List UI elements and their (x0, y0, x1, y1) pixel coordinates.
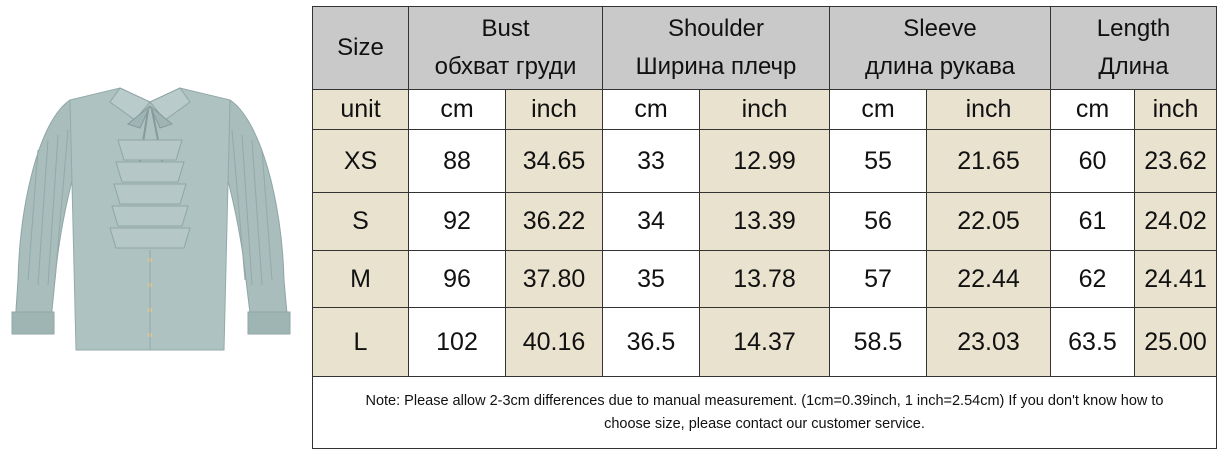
bust-en: Bust (481, 15, 530, 42)
value-cell: 55 (829, 129, 927, 193)
header-row: Size Bust обхват груди Shoulder Ширина п… (312, 6, 1217, 90)
value-cell: 12.99 (699, 129, 830, 193)
value-cell: 56 (829, 192, 927, 251)
value-cell: 21.65 (926, 129, 1051, 193)
unit-row: unit cm inch cm inch cm inch cm inch (312, 89, 1217, 130)
value-cell: 13.78 (699, 250, 830, 308)
length-en: Length (1096, 15, 1171, 42)
value-cell: 35 (602, 250, 700, 308)
table-row: L 102 40.16 36.5 14.37 58.5 23.03 63.5 2… (312, 307, 1217, 377)
value-cell: 63.5 (1050, 307, 1135, 377)
value-cell: 13.39 (699, 192, 830, 251)
table-row: S 92 36.22 34 13.39 56 22.05 61 24.02 (312, 192, 1217, 251)
unit-inch: inch (1134, 89, 1217, 130)
value-cell: 24.41 (1134, 250, 1217, 308)
unit-label: unit (312, 89, 409, 130)
value-cell: 25.00 (1134, 307, 1217, 377)
value-cell: 88 (408, 129, 506, 193)
unit-cm: cm (602, 89, 700, 130)
shoulder-en: Shoulder (667, 15, 765, 42)
sleeve-en: Sleeve (903, 15, 977, 42)
value-cell: 36.5 (602, 307, 700, 377)
value-cell: 57 (829, 250, 927, 308)
size-note: Note: Please allow 2-3cm differences due… (312, 376, 1217, 449)
blouse-icon (11, 87, 291, 351)
value-cell: 23.03 (926, 307, 1051, 377)
value-cell: 34.65 (505, 129, 603, 193)
value-cell: 58.5 (829, 307, 927, 377)
note-line-2: choose size, please contact our customer… (604, 415, 925, 432)
value-cell: 34 (602, 192, 700, 251)
value-cell: 36.22 (505, 192, 603, 251)
value-cell: 23.62 (1134, 129, 1217, 193)
value-cell: 14.37 (699, 307, 830, 377)
length-ru: Длина (1098, 53, 1169, 80)
value-cell: 60 (1050, 129, 1135, 193)
size-chart-table: Size Bust обхват груди Shoulder Ширина п… (312, 6, 1217, 449)
value-cell: 37.80 (505, 250, 603, 308)
shoulder-ru: Ширина плечр (635, 53, 797, 80)
table-row: M 96 37.80 35 13.78 57 22.44 62 24.41 (312, 250, 1217, 308)
table-row: XS 88 34.65 33 12.99 55 21.65 60 23.62 (312, 129, 1217, 193)
unit-inch: inch (699, 89, 830, 130)
unit-inch: inch (505, 89, 603, 130)
value-cell: 22.44 (926, 250, 1051, 308)
value-cell: 33 (602, 129, 700, 193)
length-header: Length Длина (1050, 6, 1217, 90)
bust-header: Bust обхват груди (408, 6, 603, 90)
value-cell: 96 (408, 250, 506, 308)
value-cell: 24.02 (1134, 192, 1217, 251)
unit-cm: cm (1050, 89, 1135, 130)
sleeve-ru: длина рукава (865, 53, 1015, 80)
value-cell: 61 (1050, 192, 1135, 251)
shoulder-header: Shoulder Ширина плечр (602, 6, 830, 90)
unit-cm: cm (829, 89, 927, 130)
value-cell: 40.16 (505, 307, 603, 377)
note-line-1: Note: Please allow 2-3cm differences due… (365, 392, 1164, 409)
unit-inch: inch (926, 89, 1051, 130)
value-cell: 92 (408, 192, 506, 251)
size-cell: S (312, 192, 409, 251)
bust-ru: обхват груди (434, 53, 577, 80)
note-row: Note: Please allow 2-3cm differences due… (312, 376, 1217, 449)
sleeve-header: Sleeve длина рукава (829, 6, 1051, 90)
unit-cm: cm (408, 89, 506, 130)
value-cell: 22.05 (926, 192, 1051, 251)
size-cell: XS (312, 129, 409, 193)
size-header: Size (312, 6, 409, 90)
size-cell: L (312, 307, 409, 377)
value-cell: 102 (408, 307, 506, 377)
product-image (0, 80, 300, 400)
value-cell: 62 (1050, 250, 1135, 308)
size-cell: M (312, 250, 409, 308)
